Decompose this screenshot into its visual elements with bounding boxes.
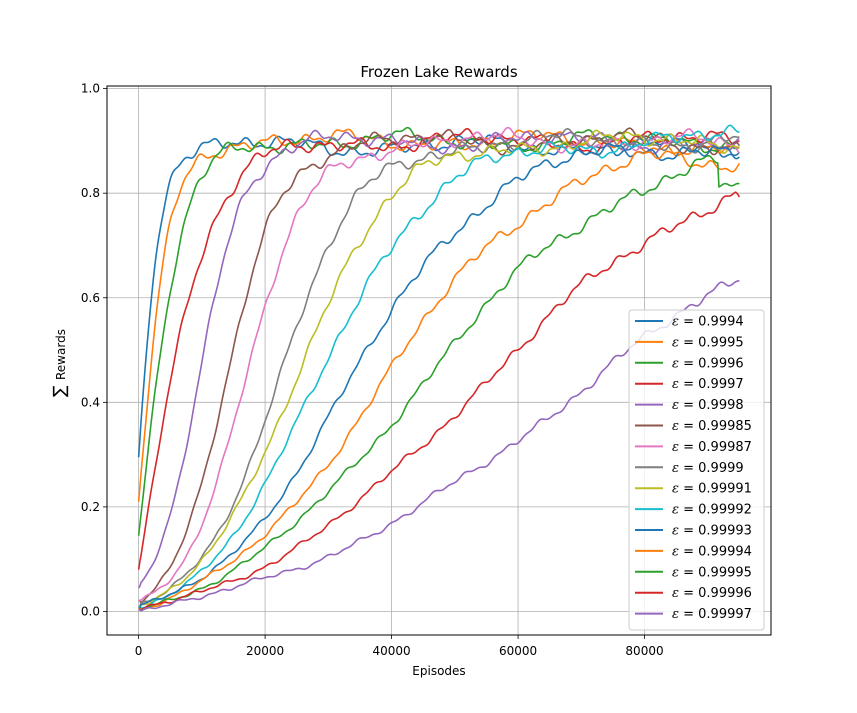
- legend-epsilon-symbol: ε: [672, 335, 679, 350]
- legend-epsilon-symbol: ε: [672, 503, 679, 518]
- legend-entry: ε = 0.99991: [672, 482, 752, 497]
- legend-entry-label: = 0.9998: [679, 398, 744, 413]
- y-tick-label: 1.0: [81, 82, 100, 96]
- x-tick-label: 80000: [625, 644, 663, 658]
- y-axis-label-symbol: ∑: [50, 385, 70, 397]
- legend-entry-label: = 0.9996: [679, 356, 744, 371]
- series-line-7: [138, 127, 740, 607]
- legend-epsilon-symbol: ε: [672, 398, 679, 413]
- series-line-3: [137, 127, 740, 570]
- y-tick-label: 0.8: [81, 186, 100, 200]
- chart-title: Frozen Lake Rewards: [360, 63, 517, 81]
- legend-epsilon-symbol: ε: [672, 586, 679, 601]
- legend-epsilon-symbol: ε: [672, 440, 679, 455]
- legend-entry-label: = 0.99996: [679, 586, 752, 601]
- x-tick-label: 20000: [246, 644, 284, 658]
- series-line-6: [138, 126, 741, 602]
- y-tick-label: 0.6: [81, 291, 100, 305]
- legend-entry: ε = 0.9996: [672, 356, 744, 371]
- legend-entry: ε = 0.9994: [672, 315, 744, 330]
- legend-epsilon-symbol: ε: [672, 524, 679, 539]
- legend-entry: ε = 0.9997: [672, 377, 744, 392]
- legend-entry-label: = 0.99997: [679, 607, 752, 622]
- legend-epsilon-symbol: ε: [672, 377, 679, 392]
- legend-entry-label: = 0.99995: [679, 565, 752, 580]
- plot-frame: [106, 85, 772, 636]
- x-tick-label: 40000: [372, 644, 410, 658]
- legend-entry: ε = 0.99995: [672, 565, 752, 580]
- legend-entry-label: = 0.9995: [679, 335, 744, 350]
- legend-epsilon-symbol: ε: [672, 544, 679, 559]
- legend-entry: ε = 0.99997: [672, 607, 752, 622]
- legend-epsilon-symbol: ε: [672, 461, 679, 476]
- legend-entry-label: = 0.99993: [679, 524, 752, 539]
- y-axis-label: Rewards: [54, 329, 68, 380]
- legend-entry-label: = 0.99994: [679, 544, 752, 559]
- legend-entry-label: = 0.9997: [679, 377, 744, 392]
- x-axis: 0 20000 40000 60000 80000: [135, 635, 664, 658]
- series-line-12: [138, 154, 740, 611]
- legend-entry-label: = 0.99991: [679, 482, 752, 497]
- legend-entry: ε = 0.9998: [672, 398, 744, 413]
- legend-epsilon-symbol: ε: [672, 356, 679, 371]
- legend-epsilon-symbol: ε: [672, 315, 679, 330]
- x-tick-label: 0: [135, 644, 143, 658]
- legend-entry-label: = 0.9994: [679, 315, 744, 330]
- y-tick-label: 0.2: [81, 500, 100, 514]
- legend-entry: ε = 0.99992: [672, 503, 752, 518]
- legend-entry: ε = 0.99993: [672, 524, 752, 539]
- legend-entry: ε = 0.9999: [672, 461, 744, 476]
- legend-entry: ε = 0.99985: [672, 419, 752, 434]
- legend-epsilon-symbol: ε: [672, 565, 679, 580]
- series-line-9: [138, 124, 740, 609]
- x-axis-label: Episodes: [412, 664, 465, 678]
- legend-entry-label: = 0.99992: [679, 503, 752, 518]
- legend-entry: ε = 0.99987: [672, 440, 752, 455]
- legend-epsilon-symbol: ε: [672, 607, 679, 622]
- legend-epsilon-symbol: ε: [672, 482, 679, 497]
- x-tick-label: 60000: [499, 644, 537, 658]
- y-axis: 0.0 0.2 0.4 0.6 0.8 1.0: [81, 82, 107, 618]
- legend-entry: ε = 0.9995: [672, 335, 744, 350]
- legend-entry: ε = 0.99996: [672, 586, 752, 601]
- y-tick-label: 0.4: [81, 395, 100, 409]
- y-tick-label: 0.0: [81, 604, 100, 618]
- legend-entry: ε = 0.99994: [672, 544, 752, 559]
- series-line-11: [138, 150, 741, 610]
- legend-entry-label: = 0.99987: [679, 440, 752, 455]
- legend-entry-label: = 0.9999: [679, 461, 744, 476]
- series-line-8: [138, 129, 740, 607]
- legend-entry-label: = 0.99985: [679, 419, 752, 434]
- y-axis-label-group: ∑ Rewards: [50, 329, 70, 397]
- legend-epsilon-symbol: ε: [672, 419, 679, 434]
- series-line-13: [138, 191, 741, 611]
